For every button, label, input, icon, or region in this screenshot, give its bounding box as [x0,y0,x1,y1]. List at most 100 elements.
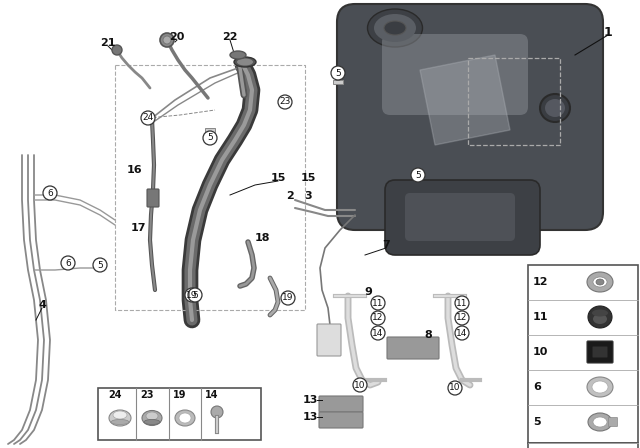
Text: 10: 10 [533,347,548,357]
Ellipse shape [142,410,162,426]
Circle shape [185,288,199,302]
Text: 12: 12 [533,277,548,287]
FancyBboxPatch shape [205,128,215,132]
Circle shape [455,311,469,325]
Ellipse shape [374,14,416,42]
Ellipse shape [113,411,127,419]
Text: 6: 6 [65,258,71,267]
Circle shape [371,326,385,340]
Text: 24: 24 [108,390,122,400]
FancyBboxPatch shape [98,388,261,440]
Circle shape [278,95,292,109]
Circle shape [112,45,122,55]
Circle shape [331,66,345,80]
Text: 5: 5 [533,417,541,427]
Text: 101531: 101531 [580,438,615,447]
FancyBboxPatch shape [609,418,618,426]
FancyBboxPatch shape [337,4,603,230]
Circle shape [455,296,469,310]
Ellipse shape [179,413,191,423]
FancyBboxPatch shape [319,412,363,428]
Ellipse shape [596,279,604,285]
Text: 24: 24 [142,113,154,122]
Circle shape [411,168,425,182]
Circle shape [281,291,295,305]
Ellipse shape [587,272,613,292]
Text: 12: 12 [456,314,468,323]
Ellipse shape [237,59,253,65]
Text: 23: 23 [140,390,154,400]
Ellipse shape [593,417,607,427]
Text: 10: 10 [449,383,461,392]
Circle shape [163,36,171,44]
Ellipse shape [144,419,160,425]
Ellipse shape [175,410,195,426]
Circle shape [371,296,385,310]
Ellipse shape [384,21,406,35]
Ellipse shape [111,419,129,425]
Text: 14: 14 [372,328,384,337]
Text: 14: 14 [205,390,218,400]
Text: 7: 7 [382,240,390,250]
Circle shape [141,111,155,125]
Text: 10: 10 [355,380,365,389]
Text: 11: 11 [456,298,468,307]
Text: 3: 3 [304,191,312,201]
Circle shape [203,131,217,145]
Text: 9: 9 [364,287,372,297]
Text: 19: 19 [282,293,294,302]
Text: 22: 22 [222,32,237,42]
Circle shape [188,288,202,302]
Text: 6: 6 [533,382,541,392]
FancyBboxPatch shape [593,346,607,358]
Ellipse shape [587,377,613,397]
Text: 16: 16 [127,165,143,175]
FancyBboxPatch shape [405,193,515,241]
Circle shape [448,381,462,395]
FancyBboxPatch shape [587,341,613,363]
Ellipse shape [593,314,607,324]
Ellipse shape [146,412,158,420]
Text: 20: 20 [170,32,185,42]
Text: 8: 8 [424,330,432,340]
Text: 14: 14 [456,328,468,337]
Text: 5: 5 [415,171,421,180]
Ellipse shape [592,310,608,316]
FancyBboxPatch shape [387,337,439,359]
FancyBboxPatch shape [317,324,341,356]
Text: 19: 19 [173,390,186,400]
Ellipse shape [588,413,612,431]
Text: 12: 12 [372,314,384,323]
Text: 13: 13 [302,395,317,405]
Circle shape [43,186,57,200]
Circle shape [160,33,174,47]
Ellipse shape [592,381,608,393]
Circle shape [353,378,367,392]
FancyBboxPatch shape [319,396,363,412]
Text: 6: 6 [47,189,53,198]
Text: 23: 23 [279,98,291,107]
FancyBboxPatch shape [147,189,159,207]
Ellipse shape [230,51,246,59]
Ellipse shape [593,277,607,287]
Text: 15: 15 [270,173,285,183]
Circle shape [455,326,469,340]
Ellipse shape [545,99,565,117]
FancyBboxPatch shape [528,443,638,448]
Text: 13: 13 [302,412,317,422]
Polygon shape [420,55,510,145]
Ellipse shape [540,94,570,122]
FancyBboxPatch shape [382,34,528,115]
Text: 4: 4 [38,300,46,310]
Ellipse shape [367,9,422,47]
FancyBboxPatch shape [528,265,638,443]
Circle shape [371,311,385,325]
Ellipse shape [109,410,131,426]
Text: 5: 5 [192,290,198,300]
Circle shape [61,256,75,270]
FancyBboxPatch shape [333,80,343,84]
Circle shape [211,406,223,418]
Text: 11: 11 [533,312,548,322]
Text: 2: 2 [286,191,294,201]
FancyBboxPatch shape [385,180,540,255]
